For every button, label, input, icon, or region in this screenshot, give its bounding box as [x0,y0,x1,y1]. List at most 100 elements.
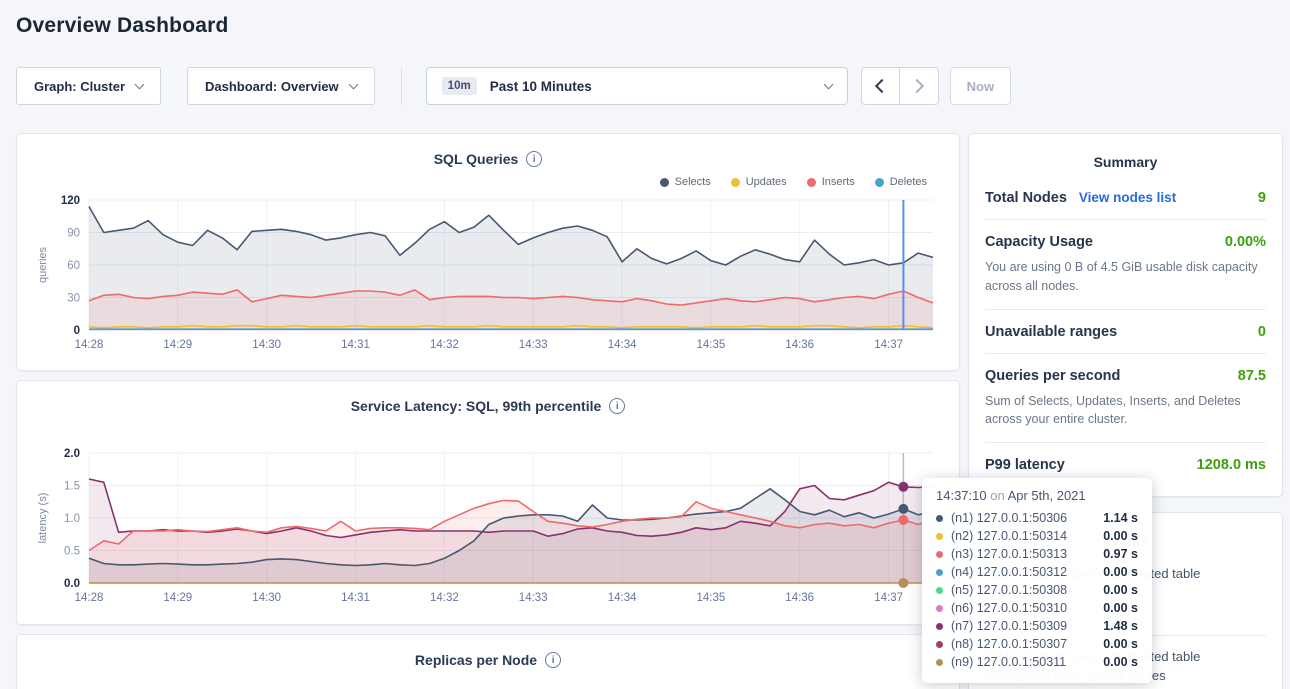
svg-text:14:35: 14:35 [697,592,726,604]
svg-text:14:31: 14:31 [341,592,370,604]
svg-text:14:30: 14:30 [252,339,281,351]
tooltip-row: (n8) 127.0.0.1:50307 0.00 s [936,635,1138,653]
replicas-per-node-card: Replicas per Node i [16,634,960,689]
tooltip-row: (n4) 127.0.0.1:50312 0.00 s [936,563,1138,581]
series-dot-icon [936,532,943,540]
time-prev-button[interactable] [860,67,900,105]
svg-text:14:37: 14:37 [874,339,903,351]
service-latency-chart[interactable]: 14:28 14:29 14:30 14:31 14:32 14:33 14:34 14:35… [33,445,943,613]
chart-legend: Selects Updates Inserts Deletes [33,172,943,192]
qps-label: Queries per second [985,367,1121,384]
svg-text:14:36: 14:36 [785,339,814,351]
summary-row-qps: Queries per second 87.5 Sum of Selects, … [985,354,1266,443]
sql-queries-chart[interactable]: 14:28 14:29 14:30 14:31 14:32 14:33 14:34 14:35… [33,192,943,360]
svg-text:14:36: 14:36 [785,592,814,604]
summary-row-p99: P99 latency 1208.0 ms [985,443,1266,486]
chevron-down-icon [823,79,834,90]
svg-text:14:32: 14:32 [430,592,459,604]
legend-item[interactable]: Selects [659,176,711,188]
tooltip-row: (n1) 127.0.0.1:50306 1.14 s [936,509,1138,527]
time-range-label: Past 10 Minutes [489,78,592,94]
time-next-button[interactable] [899,67,939,105]
now-button[interactable]: Now [949,67,1012,105]
tooltip-row: (n3) 127.0.0.1:50313 0.97 s [936,545,1138,563]
svg-text:2.0: 2.0 [64,448,80,460]
graph-dropdown-label: Graph: Cluster [34,78,126,94]
dashboard-layout: SQL Queries i Selects Updates Inserts Delet… [16,133,1283,689]
series-dot-icon [936,568,943,576]
total-nodes-value: 9 [1257,190,1266,206]
summary-row-total-nodes: Total Nodes View nodes list 9 [985,176,1266,220]
p99-latency-value: 1208.0 ms [1196,457,1266,473]
service-latency-card: Service Latency: SQL, 99th percentile i … [16,380,960,625]
legend-dot-icon [659,177,669,187]
svg-text:120: 120 [61,195,80,207]
svg-text:14:31: 14:31 [341,339,370,351]
svg-text:14:33: 14:33 [519,592,548,604]
svg-text:14:37: 14:37 [874,592,903,604]
svg-text:14:35: 14:35 [697,339,726,351]
svg-text:14:34: 14:34 [608,339,637,351]
p99-latency-label: P99 latency [985,457,1065,473]
controls-divider [400,67,402,105]
legend-dot-icon [806,177,816,187]
tooltip-row: (n7) 127.0.0.1:50309 1.48 s [936,617,1138,635]
capacity-value: 0.00% [1224,234,1266,250]
summary-row-capacity: Capacity Usage 0.00% You are using 0 B o… [985,220,1266,310]
tooltip-rows: (n1) 127.0.0.1:50306 1.14 s (n2) 127.0.0.1… [936,509,1138,671]
svg-text:14:33: 14:33 [519,339,548,351]
dashboard-dropdown[interactable]: Dashboard: Overview [187,67,375,105]
capacity-label: Capacity Usage [985,234,1093,250]
svg-text:1.0: 1.0 [64,513,80,525]
chevron-left-icon [875,78,890,94]
summary-row-unavailable: Unavailable ranges 0 [985,310,1266,354]
info-icon[interactable]: i [526,151,543,167]
page-title: Overview Dashboard [16,14,229,37]
tooltip-row: (n6) 127.0.0.1:50310 0.00 s [936,599,1138,617]
sql-queries-title: SQL Queries i [33,146,943,172]
svg-text:14:34: 14:34 [608,592,637,604]
view-nodes-list-link[interactable]: View nodes list [1078,190,1177,205]
time-nav-group [860,67,939,105]
svg-text:0: 0 [74,325,80,337]
chevron-down-icon [348,79,359,90]
legend-dot-icon [730,177,740,187]
sql-queries-card: SQL Queries i Selects Updates Inserts Delet… [16,133,960,371]
charts-column: SQL Queries i Selects Updates Inserts Delet… [16,133,960,689]
time-range-badge: 10m [441,77,477,95]
legend-dot-icon [874,177,884,187]
series-dot-icon [936,514,943,522]
summary-card: Summary Total Nodes View nodes list 9 Ca… [968,133,1283,497]
info-icon[interactable]: i [609,398,626,414]
svg-text:14:28: 14:28 [75,339,104,351]
tooltip-timestamp: 14:37:10 on Apr 5th, 2021 [936,488,1086,503]
qps-desc: Sum of Selects, Updates, Inserts, and De… [985,393,1241,427]
tooltip-row: (n2) 127.0.0.1:50314 0.00 s [936,527,1138,545]
svg-text:90: 90 [67,228,80,240]
unavailable-ranges-value: 0 [1257,323,1266,340]
tooltip-row: (n5) 127.0.0.1:50308 0.00 s [936,581,1138,599]
summary-title: Summary [1093,154,1158,170]
graph-dropdown[interactable]: Graph: Cluster [16,67,162,105]
svg-text:1.5: 1.5 [64,481,80,493]
svg-text:14:28: 14:28 [75,592,104,604]
series-dot-icon [936,658,943,666]
time-range-selector[interactable]: 10m Past 10 Minutes [425,67,848,105]
svg-text:14:30: 14:30 [252,592,281,604]
svg-text:14:29: 14:29 [163,592,192,604]
total-nodes-label: Total Nodes [985,190,1067,206]
info-icon[interactable]: i [545,652,562,668]
svg-text:14:29: 14:29 [163,339,192,351]
svg-text:0.0: 0.0 [64,578,80,590]
service-latency-title: Service Latency: SQL, 99th percentile i [33,393,943,419]
series-dot-icon [936,622,943,630]
svg-text:queries: queries [37,246,49,283]
legend-item[interactable]: Deletes [874,176,927,188]
legend-item[interactable]: Updates [730,176,787,188]
svg-text:60: 60 [67,260,80,272]
chevron-right-icon [909,78,924,94]
replicas-per-node-title: Replicas per Node i [33,647,943,673]
legend-item[interactable]: Inserts [806,176,855,188]
capacity-desc: You are using 0 B of 4.5 GiB usable disk… [985,260,1258,293]
